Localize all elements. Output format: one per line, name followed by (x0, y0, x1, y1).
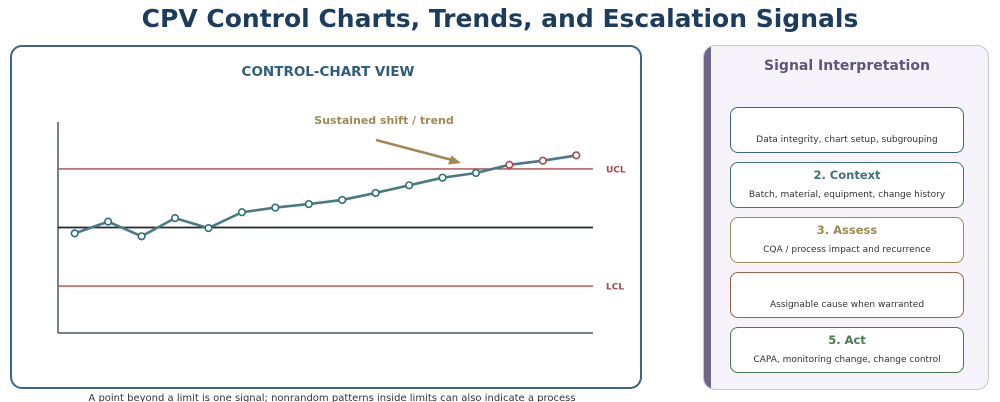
panel-accent-bar (704, 46, 711, 389)
data-point (471, 168, 481, 178)
data-point (271, 203, 280, 212)
data-point-out-of-limit (538, 156, 547, 165)
step-description: Data integrity, chart setup, subgrouping (756, 135, 938, 145)
trend-arrow (375, 138, 453, 162)
step-title: 5. Act (828, 333, 866, 347)
data-point (204, 223, 213, 233)
data-point-out-of-limit (572, 151, 581, 160)
signal-interpretation-panel: Signal Interpretation Data integrity, ch… (703, 45, 989, 390)
step-card-investigate: Assignable cause when warranted (730, 272, 964, 318)
trend-annotation: Sustained shift / trend (314, 114, 453, 127)
step-description: CQA / process impact and recurrence (763, 245, 931, 255)
chart-heading: CONTROL-CHART VIEW (242, 64, 415, 80)
step-card-act: 5. Act CAPA, monitoring change, change c… (730, 327, 964, 373)
signal-panel-title: Signal Interpretation (764, 58, 930, 74)
chart-caption: A point beyond a limit is one signal; no… (88, 393, 576, 402)
data-point (237, 208, 247, 217)
ucl-label: UCL (606, 165, 626, 175)
data-point (404, 181, 414, 190)
data-point (304, 199, 313, 209)
step-title: 3. Assess (816, 223, 878, 237)
control-chart: CONTROL-CHART VIEW UCL LCL Sustained shif… (57, 64, 626, 334)
trend-arrowhead (448, 155, 461, 165)
step-title: 2. Context (813, 168, 881, 182)
data-point (104, 217, 113, 226)
data-point (170, 214, 180, 223)
data-point (371, 188, 380, 198)
step-description: Assignable cause when warranted (769, 300, 925, 310)
data-point (438, 173, 447, 182)
step-description: CAPA, monitoring change, change control (753, 355, 941, 365)
page-title: CPV Control Charts, Trends, and Escalati… (141, 4, 859, 33)
series-line (74, 154, 577, 238)
step-card-assess: 3. Assess CQA / process impact and recur… (730, 217, 964, 263)
lcl-label: LCL (606, 283, 624, 293)
step-description: Batch, material, equipment, change histo… (748, 190, 946, 200)
data-point (338, 195, 347, 205)
data-point-out-of-limit (505, 160, 514, 169)
step-card-verify: Data integrity, chart setup, subgrouping (730, 107, 964, 153)
data-point (70, 229, 79, 238)
control-chart-panel: CONTROL-CHART VIEW UCL LCL Sustained shif… (10, 45, 642, 402)
data-point (137, 232, 146, 241)
step-card-context: 2. Context Batch, material, equipment, c… (730, 162, 964, 208)
